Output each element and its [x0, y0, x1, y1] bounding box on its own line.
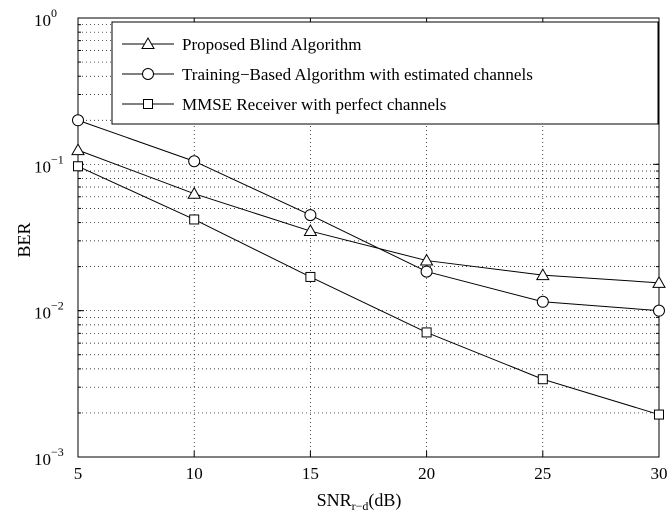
data-point-triangle — [419, 253, 434, 266]
data-point-circle — [188, 155, 201, 168]
series-line-circle — [77, 119, 660, 312]
legend: Proposed Blind Algorithm Training−Based A… — [111, 21, 659, 125]
y-tick-label: 100 — [34, 6, 57, 30]
data-point-triangle — [535, 268, 550, 281]
y-tick-label: 10−3 — [34, 445, 64, 469]
series-line-triangle — [77, 149, 660, 284]
legend-marker-circle — [142, 68, 154, 80]
data-point-circle — [72, 114, 84, 127]
y-axis-label: BER — [14, 222, 34, 257]
data-point-square — [421, 327, 432, 338]
legend-marker-square — [143, 99, 153, 109]
x-tick-label: 25 — [534, 464, 551, 483]
x-tick-label: 10 — [186, 464, 203, 483]
plot-area-frame — [77, 17, 660, 458]
data-point-square — [305, 271, 316, 282]
series-circle — [72, 114, 665, 317]
data-point-square — [537, 374, 548, 385]
legend-label: Training−Based Algorithm with estimated … — [182, 65, 533, 84]
data-point-circle — [304, 209, 317, 222]
legend-marker-triangle — [141, 36, 155, 49]
legend-label: Proposed Blind Algorithm — [182, 35, 361, 54]
data-point-triangle — [652, 275, 666, 288]
data-point-square — [73, 161, 83, 172]
legend-box — [111, 21, 659, 125]
x-tick-label: 15 — [302, 464, 319, 483]
data-point-triangle — [71, 143, 85, 156]
series-layer — [71, 114, 666, 420]
data-point-square — [189, 214, 200, 225]
y-tick-label: 10−2 — [34, 299, 64, 323]
y-tick-label: 10−1 — [34, 152, 64, 176]
data-point-triangle — [303, 224, 318, 237]
data-point-square — [654, 409, 664, 420]
data-point-circle — [420, 265, 433, 278]
x-axis-label: SNRr−d(dB) — [317, 490, 402, 513]
data-point-circle — [536, 295, 549, 308]
x-tick-label: 30 — [651, 464, 668, 483]
series-line-square — [77, 165, 660, 416]
data-point-triangle — [187, 186, 202, 199]
x-axis-label-subscript: r−d — [352, 499, 369, 513]
legend-label: MMSE Receiver with perfect channels — [182, 95, 446, 114]
x-tick-label: 5 — [74, 464, 83, 483]
x-tick-label: 20 — [418, 464, 435, 483]
series-triangle — [71, 143, 666, 288]
data-point-circle — [653, 304, 665, 317]
series-square — [73, 161, 664, 420]
